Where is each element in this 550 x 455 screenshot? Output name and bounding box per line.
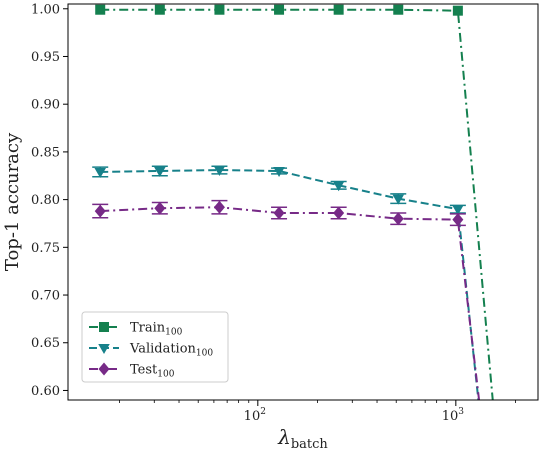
data-point	[274, 4, 285, 15]
x-axis: 102 103	[119, 400, 516, 424]
y-tick-label: 0.90	[31, 98, 60, 113]
data-point	[154, 201, 166, 215]
data-point	[392, 194, 405, 205]
x-tick-label: 103	[442, 407, 465, 424]
legend-marker	[98, 362, 110, 376]
data-point	[273, 206, 285, 220]
plot-frame	[67, 3, 539, 401]
legend-marker	[99, 322, 109, 332]
data-point	[154, 166, 166, 177]
data-point	[94, 204, 106, 218]
y-tick-label: 0.70	[31, 289, 60, 304]
series-line	[100, 169, 480, 400]
data-point	[94, 167, 106, 178]
data-point	[393, 4, 404, 15]
series-train	[95, 4, 494, 400]
data-point	[452, 205, 464, 216]
y-axis-label: Top-1 accuracy	[2, 132, 23, 271]
x-axis-label-sub: batch	[291, 437, 329, 452]
y-tick-label: 0.85	[31, 145, 60, 160]
series-layer	[92, 4, 494, 400]
data-point	[392, 212, 404, 226]
series-test	[92, 199, 481, 400]
data-point	[154, 4, 165, 15]
data-point	[452, 213, 464, 227]
data-point	[333, 4, 344, 15]
series-line	[100, 8, 494, 400]
legend-label: Train100	[130, 321, 183, 338]
data-point	[213, 166, 226, 177]
x-axis-label: λbatch	[277, 425, 328, 452]
legend: Train100 Validation100 Test100	[81, 311, 229, 383]
data-point	[333, 206, 345, 220]
legend-label: Test100	[130, 363, 175, 380]
series-line	[100, 206, 481, 400]
data-point	[95, 4, 106, 15]
y-tick-label: 1.00	[31, 2, 60, 17]
legend-marker	[98, 344, 110, 354]
data-point	[332, 181, 345, 192]
legend-item-validation: Validation100	[89, 342, 213, 359]
legend-item-test: Test100	[89, 362, 175, 380]
y-tick-label: 0.80	[31, 193, 60, 208]
x-tick-label: 102	[244, 407, 266, 424]
data-point	[452, 5, 463, 16]
data-point	[273, 166, 285, 177]
y-tick-label: 0.60	[31, 384, 60, 399]
y-tick-label: 0.65	[31, 336, 60, 351]
legend-item-train: Train100	[89, 321, 183, 338]
y-axis: 0.60 0.65 0.70 0.75 0.80 0.85 0.90 0.95 1.00	[31, 2, 68, 399]
x-axis-label-main: λ	[277, 425, 291, 449]
legend-box	[81, 311, 229, 383]
series-validation	[92, 165, 480, 400]
data-point	[214, 4, 225, 15]
legend-label: Validation100	[129, 342, 213, 359]
y-tick-label: 0.75	[31, 241, 60, 256]
data-point	[213, 200, 225, 214]
y-tick-label: 0.95	[31, 50, 60, 65]
